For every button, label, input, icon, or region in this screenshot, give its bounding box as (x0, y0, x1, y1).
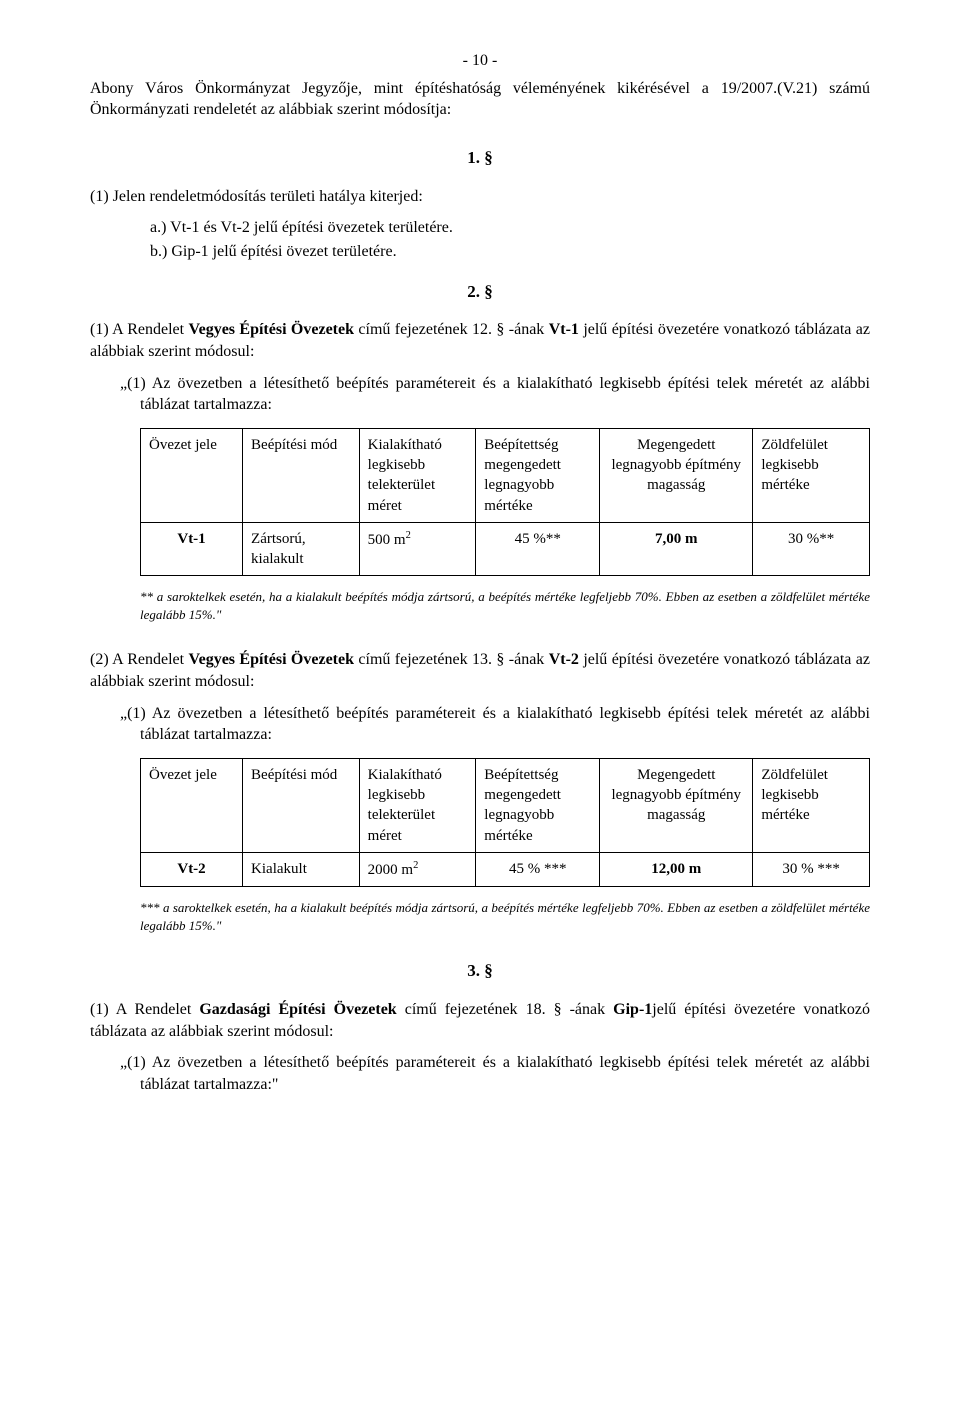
th-ovezet-jele-2: Övezet jele (141, 758, 243, 852)
th-kialakithato: Kialakítható legkisebb telekterület mére… (359, 428, 476, 522)
s2-p2: (2) A Rendelet Vegyes Építési Övezetek c… (90, 649, 870, 692)
vt2-c2: Kialakult (243, 852, 360, 886)
s3-p1-a: (1) A Rendelet (90, 1001, 199, 1018)
vt1-c3-num: 500 m (368, 532, 406, 548)
th-ovezet-jele: Övezet jele (141, 428, 243, 522)
s1-p1: (1) Jelen rendeletmódosítás területi hat… (90, 186, 870, 208)
s2-quoted-2: „(1) Az övezetben a létesíthető beépítés… (90, 703, 870, 746)
th-beepitesi-mod-2: Beépítési mód (243, 758, 360, 852)
th-beepitettseg: Beépítettség megengedett legnagyobb mért… (476, 428, 600, 522)
s3-quoted-1: „(1) Az övezetben a létesíthető beépítés… (90, 1052, 870, 1095)
vt1-c5: 7,00 m (600, 522, 753, 576)
vt2-c1: Vt-2 (141, 852, 243, 886)
vt2-c6: 30 % *** (753, 852, 870, 886)
section-2-number: 2. § (90, 281, 870, 304)
s2-quoted-1: „(1) Az övezetben a létesíthető beépítés… (90, 373, 870, 416)
vt1-c2: Zártsorú, kialakult (243, 522, 360, 576)
s1-item-b: b.) Gip-1 jelű építési övezet területére… (150, 241, 870, 263)
th-zoldfelulet: Zöldfelület legkisebb mértéke (753, 428, 870, 522)
s2-p2-a: (2) A Rendelet (90, 651, 189, 668)
th-megengedett: Megengedett legnagyobb építmény magasság (600, 428, 753, 522)
vt2-c4: 45 % *** (476, 852, 600, 886)
s1-item-a: a.) Vt-1 és Vt-2 jelű építési övezetek t… (150, 217, 870, 239)
th-beepitesi-mod: Beépítési mód (243, 428, 360, 522)
s3-p1-b: Gazdasági Építési Övezetek (199, 1001, 396, 1018)
vt1-c4: 45 %** (476, 522, 600, 576)
s2-p2-b: Vegyes Építési Övezetek (189, 651, 355, 668)
s2-p1-a: (1) A Rendelet (90, 321, 189, 338)
intro-paragraph: Abony Város Önkormányzat Jegyzője, mint … (90, 78, 870, 121)
vt1-c1: Vt-1 (141, 522, 243, 576)
s2-p1-d: Vt-1 (549, 321, 579, 338)
s2-p2-d: Vt-2 (549, 651, 579, 668)
s2-p2-c: című fejezetének 13. § -ának (354, 651, 549, 668)
th-megengedett-2: Megengedett legnagyobb építmény magasság (600, 758, 753, 852)
footnote-vt1: ** a saroktelkek esetén, ha a kialakult … (90, 588, 870, 623)
vt2-c3-num: 2000 m (368, 862, 413, 878)
section-3-number: 3. § (90, 960, 870, 983)
th-zoldfelulet-2: Zöldfelület legkisebb mértéke (753, 758, 870, 852)
s1-list: a.) Vt-1 és Vt-2 jelű építési övezetek t… (90, 217, 870, 262)
s2-p1-b: Vegyes Építési Övezetek (189, 321, 355, 338)
footnote-vt2: *** a saroktelkek esetén, ha a kialakult… (90, 899, 870, 934)
table-row: Vt-2 Kialakult 2000 m2 45 % *** 12,00 m … (141, 852, 870, 886)
s2-p1-c: című fejezetének 12. § -ának (354, 321, 549, 338)
th-beepitettseg-2: Beépítettség megengedett legnagyobb mért… (476, 758, 600, 852)
vt2-c3-sup: 2 (413, 860, 418, 871)
page-number: - 10 - (90, 50, 870, 72)
section-1-number: 1. § (90, 147, 870, 170)
s3-p1: (1) A Rendelet Gazdasági Építési Övezete… (90, 999, 870, 1042)
s2-p1: (1) A Rendelet Vegyes Építési Övezetek c… (90, 319, 870, 362)
table-row: Övezet jele Beépítési mód Kialakítható l… (141, 758, 870, 852)
table-vt1: Övezet jele Beépítési mód Kialakítható l… (140, 428, 870, 577)
vt1-c6: 30 %** (753, 522, 870, 576)
s3-p1-d: Gip-1 (613, 1001, 652, 1018)
th-kialakithato-2: Kialakítható legkisebb telekterület mére… (359, 758, 476, 852)
vt1-c3: 500 m2 (359, 522, 476, 576)
vt2-c5: 12,00 m (600, 852, 753, 886)
table-row: Vt-1 Zártsorú, kialakult 500 m2 45 %** 7… (141, 522, 870, 576)
document-page: - 10 - Abony Város Önkormányzat Jegyzője… (0, 0, 960, 1406)
table-row: Övezet jele Beépítési mód Kialakítható l… (141, 428, 870, 522)
table-vt2: Övezet jele Beépítési mód Kialakítható l… (140, 758, 870, 887)
s3-p1-c: című fejezetének 18. § -ának (397, 1001, 613, 1018)
vt1-c3-sup: 2 (406, 530, 411, 541)
vt2-c3: 2000 m2 (359, 852, 476, 886)
